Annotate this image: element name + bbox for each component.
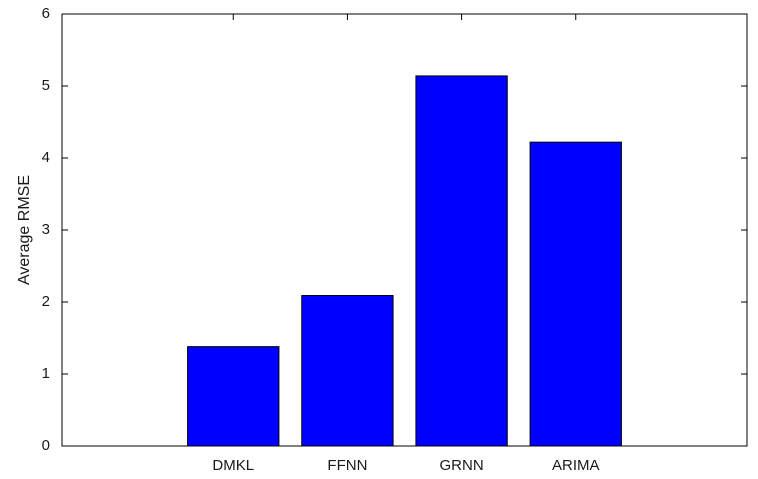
bars <box>187 75 622 447</box>
x-tick-label: FFNN <box>327 457 367 474</box>
bar-ffnn <box>301 295 394 447</box>
plot-frame <box>61 13 748 447</box>
bar-arima <box>529 141 622 447</box>
y-tick-label: 4 <box>42 149 50 166</box>
y-tick-label: 6 <box>42 5 50 22</box>
x-tick-label: ARIMA <box>552 457 600 474</box>
bar-grnn <box>415 75 508 447</box>
y-tick-label: 2 <box>42 293 50 310</box>
y-tick-label: 1 <box>42 365 50 382</box>
x-tick-label: GRNN <box>439 457 483 474</box>
y-tick-label: 3 <box>42 221 50 238</box>
y-axis-label: Average RMSE <box>16 175 33 285</box>
x-tick-label: DMKL <box>212 457 254 474</box>
y-tick-label: 5 <box>42 77 50 94</box>
y-tick-label: 0 <box>42 437 50 454</box>
y-axis-ticks: 0 1 2 3 4 5 6 <box>42 5 747 454</box>
bar-dmkl <box>187 346 280 447</box>
